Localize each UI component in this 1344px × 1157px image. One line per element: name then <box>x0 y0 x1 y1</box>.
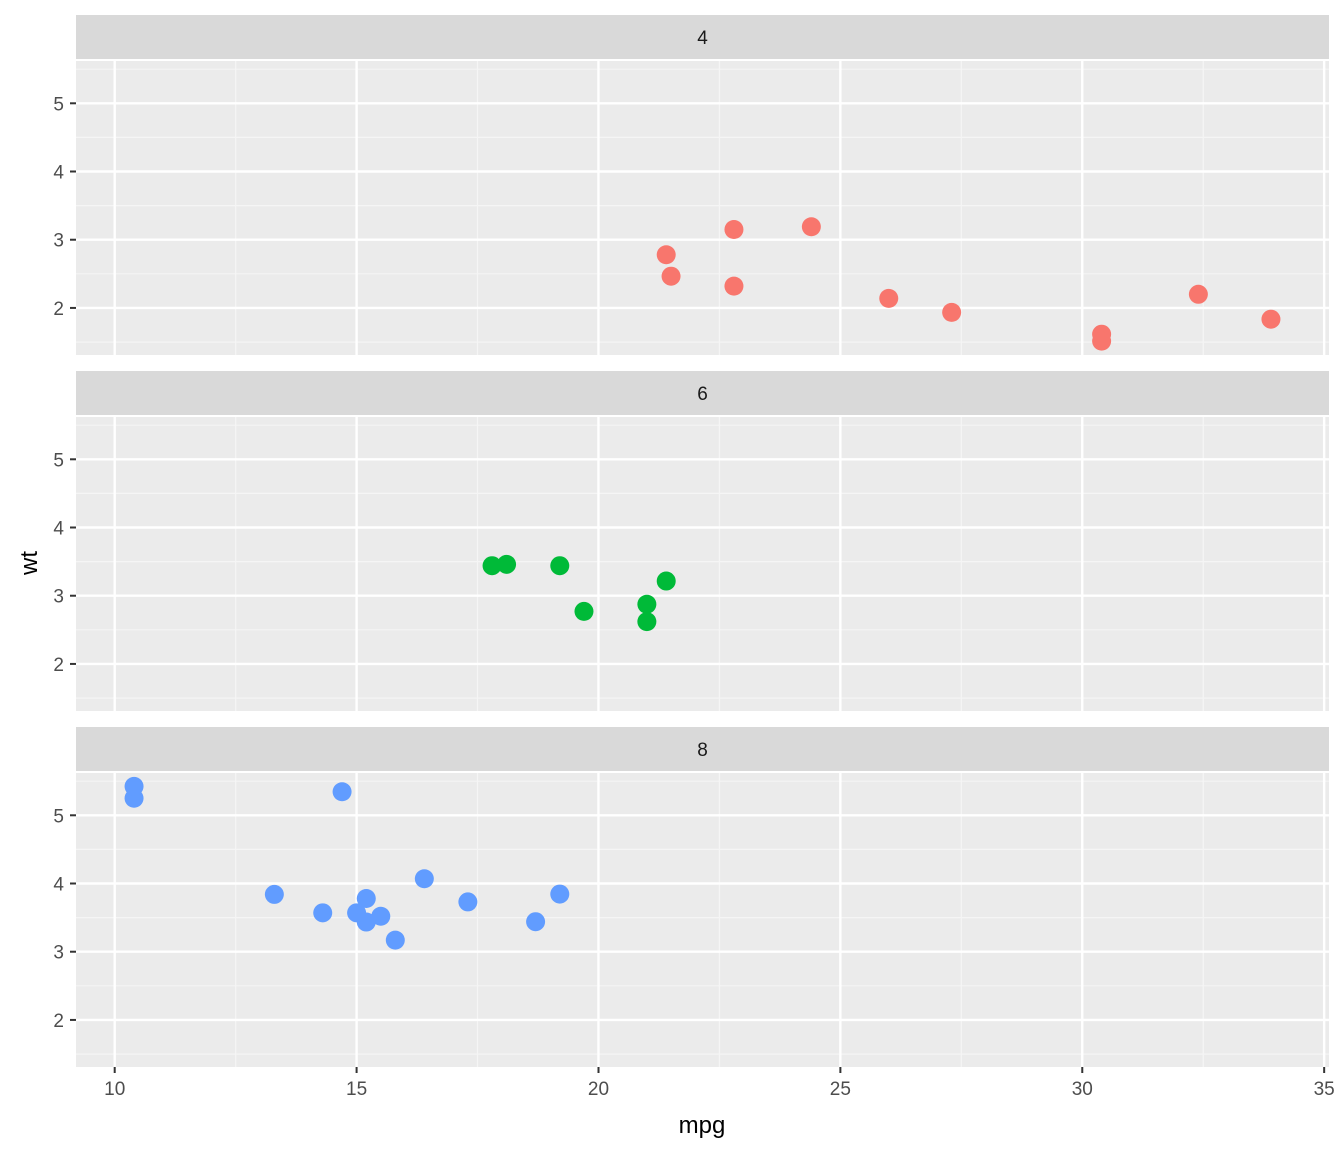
facet-strip-label: 6 <box>697 384 708 405</box>
data-point <box>637 612 657 632</box>
data-point <box>942 302 962 322</box>
data-point <box>637 594 657 614</box>
facet-panel-8: 8 2 3 4 5 <box>53 727 1329 1067</box>
data-point <box>1188 284 1208 304</box>
data-point <box>550 556 570 576</box>
panel-background <box>76 61 1329 355</box>
data-point <box>656 245 676 265</box>
y-tick-label: 3 <box>53 587 64 608</box>
y-tick-label: 5 <box>53 806 64 827</box>
facet-panel-4: 4 2 3 4 5 <box>53 15 1329 355</box>
x-tick-label: 35 <box>1314 1079 1335 1100</box>
data-point <box>550 884 570 904</box>
facet-strip <box>76 727 1329 771</box>
y-tick-label: 5 <box>53 94 64 115</box>
y-axis-title: wt <box>16 551 43 576</box>
facet-panel-6: 6 2 3 4 5 <box>53 371 1329 711</box>
y-tick-label: 4 <box>53 519 64 540</box>
data-point <box>124 776 144 796</box>
y-tick-label: 3 <box>53 943 64 964</box>
facet-panels: 4 2 3 4 5 6 2 3 4 5 8 2 3 4 5 <box>53 15 1329 1067</box>
facet-strip <box>76 371 1329 415</box>
x-axis-title: mpg <box>679 1112 726 1139</box>
facet-strip <box>76 15 1329 59</box>
x-tick-label: 15 <box>346 1079 367 1100</box>
x-tick-label: 20 <box>588 1079 609 1100</box>
data-point <box>264 884 284 904</box>
data-point <box>347 903 367 923</box>
panel-background <box>76 773 1329 1067</box>
y-tick-label: 2 <box>53 655 64 676</box>
data-point <box>574 601 594 621</box>
y-tick-label: 4 <box>53 163 64 184</box>
y-tick-label: 2 <box>53 1011 64 1032</box>
y-tick-label: 2 <box>53 299 64 320</box>
data-point <box>724 276 744 296</box>
x-tick-label: 10 <box>104 1079 125 1100</box>
facet-strip-label: 4 <box>697 28 708 49</box>
data-point <box>526 912 546 932</box>
data-point <box>482 556 502 576</box>
data-point <box>414 869 434 889</box>
data-point <box>1261 309 1281 329</box>
data-point <box>356 889 376 909</box>
y-tick-label: 4 <box>53 875 64 896</box>
y-tick-label: 5 <box>53 450 64 471</box>
x-tick-label: 25 <box>830 1079 851 1100</box>
data-point <box>497 554 517 574</box>
data-point <box>313 903 333 923</box>
y-tick-label: 3 <box>53 231 64 252</box>
data-point <box>661 266 681 286</box>
data-point <box>458 892 478 912</box>
data-point <box>371 906 391 926</box>
data-point <box>879 288 899 308</box>
x-tick-label: 30 <box>1072 1079 1093 1100</box>
data-point <box>724 219 744 239</box>
data-point <box>385 930 405 950</box>
facet-strip-label: 8 <box>697 740 708 761</box>
data-point <box>332 782 352 802</box>
data-point <box>801 217 821 237</box>
data-point <box>656 571 676 591</box>
panel-background <box>76 417 1329 711</box>
x-axis: 10 15 20 25 30 35 <box>104 1067 1335 1100</box>
data-point <box>1092 331 1112 351</box>
